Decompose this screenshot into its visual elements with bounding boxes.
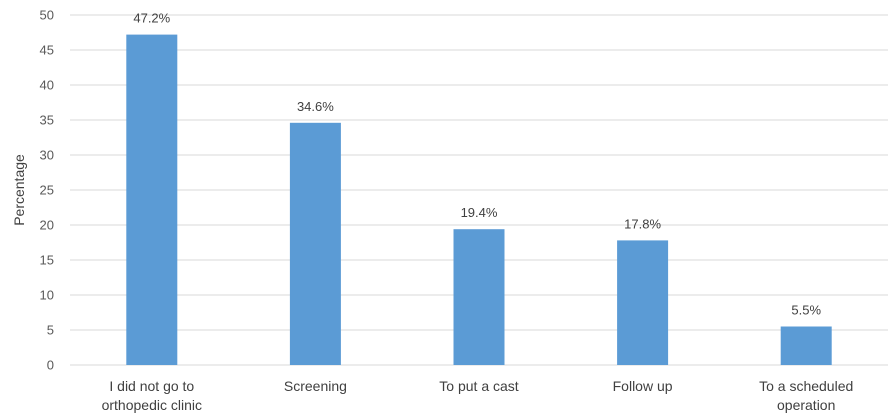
x-axis-categories: I did not go to orthopedic clinic Screenin…: [102, 378, 854, 413]
y-tick-label: 0: [47, 358, 54, 373]
y-tick-label: 5: [47, 323, 54, 338]
category-label: To a scheduled operation: [759, 378, 853, 413]
bar: [617, 240, 669, 365]
gridlines: [70, 14, 888, 366]
category-label: I did not go to orthopedic clinic: [102, 378, 202, 413]
category-label-line: Follow up: [613, 378, 673, 394]
y-tick-label: 25: [40, 183, 54, 198]
y-tick-label: 15: [40, 253, 54, 268]
bars: [126, 34, 832, 365]
category-label: Screening: [284, 378, 347, 394]
category-label-line: I did not go to: [109, 378, 194, 394]
y-tick-label: 50: [40, 8, 54, 23]
category-label-line: Screening: [284, 378, 347, 394]
y-tick-label: 10: [40, 288, 54, 303]
category-label-line: orthopedic clinic: [102, 397, 202, 413]
data-labels: 47.2% 34.6% 19.4% 17.8% 5.5%: [133, 11, 821, 318]
bar: [289, 122, 341, 365]
data-label: 34.6%: [297, 99, 334, 114]
y-tick-label: 30: [40, 148, 54, 163]
y-tick-label: 40: [40, 78, 54, 93]
category-label: Follow up: [613, 378, 673, 394]
category-label-line: To a scheduled: [759, 378, 853, 394]
data-label: 17.8%: [624, 216, 661, 231]
data-label: 19.4%: [461, 205, 498, 220]
category-label-line: operation: [777, 397, 835, 413]
bar: [126, 34, 178, 365]
bar: [780, 326, 832, 365]
data-label: 47.2%: [133, 11, 170, 26]
y-axis-label: Percentage: [11, 154, 27, 226]
y-tick-label: 35: [40, 113, 54, 128]
bar: [453, 229, 505, 365]
y-tick-label: 20: [40, 218, 54, 233]
y-axis-ticks: 0 5 10 15 20 25 30 35 40 45 50: [40, 8, 54, 373]
y-tick-label: 45: [40, 43, 54, 58]
category-label: To put a cast: [439, 378, 518, 394]
category-label-line: To put a cast: [439, 378, 518, 394]
data-label: 5.5%: [791, 303, 821, 318]
